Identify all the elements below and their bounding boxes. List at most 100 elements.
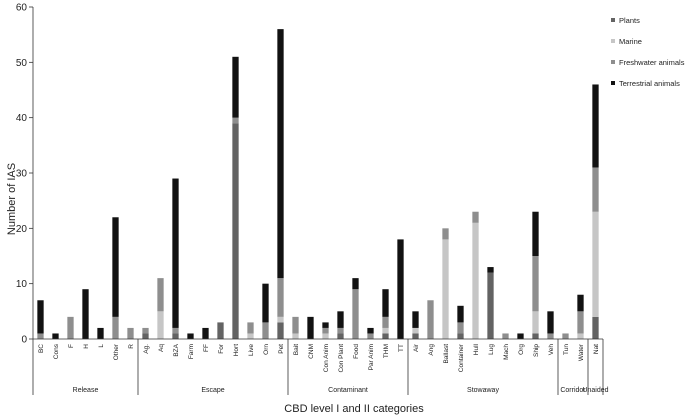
category-label: Ag. [143, 344, 150, 354]
category-label: BZA [173, 343, 180, 356]
y-tick-label: 30 [16, 169, 28, 180]
legend: Plants Marine Freshwater animals Terrestria… [611, 16, 685, 88]
bar-segment [127, 327, 134, 339]
category-label: Farm [188, 344, 195, 359]
category-label: Veh [548, 344, 555, 356]
legend-swatch [611, 18, 615, 22]
category-label: Nat [593, 344, 600, 354]
bar-segment [52, 333, 59, 339]
bar-segment [67, 316, 74, 339]
bar-segment [37, 300, 44, 334]
category-label: F [68, 344, 75, 348]
bar-segment [517, 333, 524, 339]
bar-segment [112, 316, 119, 339]
category-label: Tun [563, 344, 570, 355]
category-label: For [218, 343, 225, 354]
bar-segment [352, 278, 359, 290]
bar-segment [472, 211, 479, 223]
bar-segment [532, 311, 539, 334]
bar-segment [367, 327, 374, 334]
category-label: H [83, 344, 90, 349]
bar-segment [382, 333, 389, 339]
category-label: Ballast [443, 344, 450, 364]
bar-segment [562, 333, 569, 339]
y-tick-label: 10 [16, 279, 28, 290]
bar-segment [322, 333, 329, 339]
group-label: Corridor [560, 387, 586, 394]
legend-label: Marine [619, 37, 642, 46]
bar-segment [307, 316, 314, 339]
bar-segment [457, 333, 464, 339]
group-label: Stowaway [467, 387, 499, 394]
bar-segment [277, 29, 284, 279]
category-label: Pet [278, 344, 285, 354]
bar-segment [322, 327, 329, 334]
category-label: BC [38, 344, 45, 353]
category-label: Hort [233, 344, 240, 356]
bar-segment [592, 211, 599, 317]
bar-segment [382, 316, 389, 328]
bar-segment [187, 333, 194, 339]
bar-segment [442, 239, 449, 339]
category-label: Mach [503, 344, 510, 360]
bar-segment [247, 333, 254, 339]
bar-segment [457, 322, 464, 334]
bar-segment [262, 322, 269, 339]
bar-segment [427, 300, 434, 339]
bar-segment [172, 333, 179, 339]
bar-segment [547, 311, 554, 334]
bar-segment [277, 316, 284, 323]
category-label: Aq [158, 344, 165, 352]
legend-swatch [611, 81, 615, 85]
legend-label: Terrestrial animals [619, 79, 680, 88]
category-label: Container [458, 343, 465, 372]
bar-segment [232, 123, 239, 339]
category-label: Water [578, 343, 585, 361]
category-label: Bait [293, 344, 300, 355]
bar-segment [592, 167, 599, 212]
category-label: Food [353, 344, 360, 359]
category-label: FF [203, 344, 210, 352]
bar-segment [592, 84, 599, 168]
bar-segment [82, 289, 89, 339]
bar-segment [157, 311, 164, 339]
category-label: L [98, 344, 105, 348]
category-label: Ang [428, 344, 435, 356]
bar-segment [292, 333, 299, 339]
bar-segment [172, 178, 179, 328]
category-label: THM [383, 344, 390, 358]
bar-segment [592, 316, 599, 339]
bar-segment [142, 333, 149, 339]
bar-segment [232, 117, 239, 124]
category-label: Air [413, 343, 420, 352]
bars-layer [37, 29, 599, 339]
bar-segment [277, 278, 284, 317]
bar-segment [487, 267, 494, 273]
bar-segment [352, 289, 359, 339]
bar-segment [322, 322, 329, 328]
bar-segment [367, 333, 374, 339]
bar-segment [97, 327, 104, 339]
category-label: CNM [308, 344, 315, 359]
category-label: Orn [263, 344, 270, 355]
bar-segment [142, 327, 149, 334]
bar-segment [577, 311, 584, 334]
bar-segment [397, 239, 404, 339]
bar-segment [232, 56, 239, 118]
bar-segment [262, 283, 269, 323]
axes-layer: 0 10 20 30 40 50 60 BC Cons F H L Other R Ag. Aq BZA Farm… [16, 3, 609, 395]
y-tick-label: 50 [16, 58, 28, 69]
bar-segment [412, 311, 419, 328]
bar-segment [487, 272, 494, 339]
bar-segment [577, 333, 584, 339]
bar-segment [382, 327, 389, 334]
bar-segment [412, 333, 419, 339]
category-label: Lug [488, 344, 495, 355]
bar-segment [247, 322, 254, 334]
y-tick-label: 40 [16, 113, 28, 124]
bar-segment [172, 327, 179, 334]
bar-segment [37, 333, 44, 339]
bar-segment [442, 228, 449, 240]
bar-segment [457, 305, 464, 323]
bar-segment [502, 333, 509, 339]
